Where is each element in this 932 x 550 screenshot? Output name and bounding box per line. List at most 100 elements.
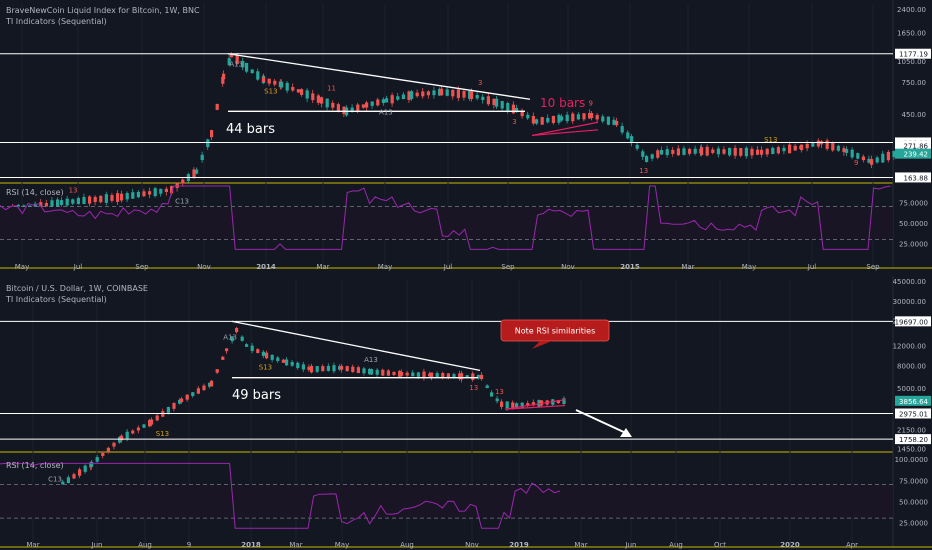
- candle-body: [270, 354, 274, 360]
- candle-body: [262, 77, 266, 83]
- candle-body: [148, 191, 152, 195]
- candle-body: [225, 348, 229, 352]
- candle-body: [172, 402, 176, 409]
- candle-body: [195, 169, 199, 174]
- candle-body: [831, 142, 835, 151]
- time-tick-label: May: [742, 263, 756, 271]
- candle-body: [99, 195, 103, 203]
- candle-body: [421, 91, 425, 97]
- candle-body: [181, 179, 185, 184]
- candle-body: [291, 86, 295, 91]
- candle-body: [511, 104, 515, 114]
- candle-body: [245, 62, 249, 72]
- price-label-text: 163.88: [904, 174, 929, 182]
- candle-body: [452, 374, 456, 378]
- chart1-rsi-panel: [0, 185, 893, 250]
- rsi-line: [0, 462, 561, 529]
- price-label-box: [895, 140, 931, 151]
- time-tick-label: Sep: [866, 263, 880, 271]
- sequential-count-label: A13: [229, 60, 243, 68]
- candle-body: [118, 436, 122, 443]
- candle-body: [326, 365, 330, 371]
- time-tick-label: 2015: [620, 263, 640, 271]
- candle-body: [665, 149, 669, 156]
- chart2-bars-annotation-49: 49 bars: [232, 388, 281, 403]
- candle-body: [531, 115, 535, 124]
- candle-body: [886, 152, 890, 161]
- candle-body: [410, 91, 414, 100]
- candle-body: [320, 97, 324, 104]
- candle-body: [310, 365, 314, 373]
- candle-body: [845, 149, 849, 153]
- time-tick-label: Jul: [443, 263, 453, 271]
- candle-body: [476, 375, 480, 379]
- price-tick-label: 750.00: [902, 79, 927, 87]
- candle-body: [356, 367, 360, 374]
- candle-body: [336, 104, 340, 112]
- price-label-text: 271.86: [904, 143, 929, 151]
- wedge-upper-line: [504, 399, 566, 410]
- candle-body: [520, 110, 524, 117]
- time-tick-label: Jun: [625, 541, 637, 549]
- candle-body: [386, 370, 390, 376]
- time-tick-label: Apr: [846, 541, 858, 549]
- rsi-tick-label: 50.0000: [899, 220, 928, 228]
- candle-body: [458, 373, 462, 379]
- candle-body: [82, 197, 86, 205]
- time-tick-label: Mar: [681, 263, 694, 271]
- price-label-text: 239.42: [904, 151, 929, 159]
- time-tick-label: Sep: [501, 263, 515, 271]
- candle-body: [385, 98, 389, 103]
- candle-body: [351, 366, 355, 372]
- candle-body: [301, 364, 305, 370]
- candle-body: [842, 148, 846, 153]
- candle-body: [526, 114, 530, 119]
- candle-body: [760, 149, 764, 155]
- candle-body: [805, 143, 809, 149]
- candle-body: [486, 96, 490, 105]
- time-tick-label: Jul: [807, 263, 817, 271]
- candle-body: [641, 151, 645, 157]
- candle-body: [153, 188, 157, 197]
- candle-body: [765, 148, 769, 155]
- candle-body: [562, 398, 566, 404]
- candle-body: [468, 91, 472, 99]
- chart2-title: Bitcoin / U.S. Dollar, 1W, COINBASE: [6, 284, 148, 293]
- time-tick-label: 2014: [256, 263, 276, 271]
- price-label-text: 19697.00: [895, 318, 928, 326]
- chart1-bars-annotation-44: 44 bars: [226, 122, 275, 137]
- sequential-count-label: 3: [478, 79, 482, 87]
- candle-body: [202, 385, 206, 391]
- descending-trend-line: [227, 53, 531, 100]
- candle-body: [196, 388, 200, 394]
- candle-body: [490, 392, 494, 397]
- candle-body: [159, 188, 163, 194]
- time-tick-label: Mar: [316, 263, 329, 271]
- candle-body: [456, 89, 460, 99]
- price-label-text: 1758.20: [899, 436, 928, 444]
- price-tick-label: 1050.00: [897, 58, 926, 66]
- candle-body: [415, 92, 419, 97]
- sequential-count-label: A13: [223, 334, 237, 342]
- candle-body: [245, 344, 249, 347]
- candle-body: [296, 89, 300, 93]
- candle-body: [61, 481, 65, 487]
- chart1-rsi-label: RSI (14, close): [6, 188, 64, 197]
- candle-body: [400, 372, 404, 376]
- candle-body: [345, 366, 349, 372]
- candle-body: [381, 99, 385, 103]
- candle-body: [180, 398, 184, 403]
- candle-body: [526, 403, 530, 406]
- time-tick-label: Mar: [574, 541, 587, 549]
- candle-body: [744, 147, 748, 157]
- candle-body: [131, 192, 135, 199]
- candle-body: [426, 91, 430, 96]
- candle-body: [285, 82, 289, 91]
- candle-body: [44, 203, 48, 207]
- candle-body: [206, 139, 210, 148]
- candle-body: [511, 402, 515, 409]
- candle-body: [756, 149, 760, 155]
- price-tick-label: 1650.00: [897, 30, 926, 38]
- candle-body: [445, 89, 449, 96]
